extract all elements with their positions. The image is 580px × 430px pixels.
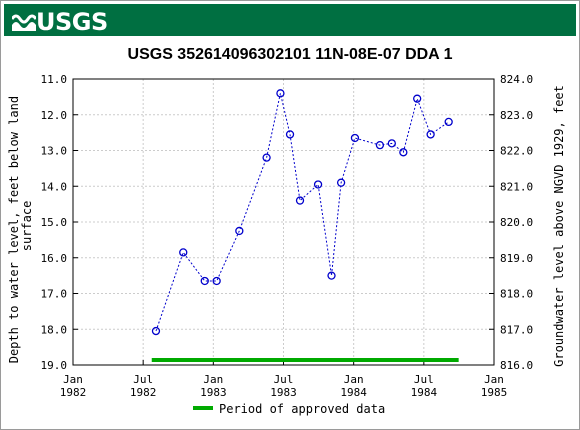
x-tick-label-year: 1984: [411, 386, 438, 399]
data-point: [285, 130, 295, 139]
x-tick-label-month: Jul: [414, 373, 434, 386]
series-line: [155, 93, 449, 332]
legend: Period of approved data: [193, 402, 385, 416]
data-point: [235, 226, 244, 236]
approved-period-bar: [151, 358, 459, 362]
x-tick-label-year: 1982: [60, 386, 87, 399]
left-axis-label-line-1: Depth to water level, feet below land: [7, 96, 21, 363]
x-tick-label-month: Jul: [133, 373, 153, 386]
data-point: [327, 271, 336, 280]
right-axis-label: Groundwater level above NGVD 1929, feet: [552, 85, 566, 367]
x-tick-label-month: Jul: [274, 373, 294, 386]
data-point: [387, 139, 396, 148]
data-point: [262, 153, 271, 162]
left-axis-label: Depth to water level, feet below land su…: [7, 89, 34, 364]
data-point: [444, 117, 453, 127]
usgs-logo-text: USGS: [36, 8, 108, 36]
y-tick-label-left: 18.0: [41, 323, 68, 336]
x-tick-label-month: Jan: [203, 373, 223, 386]
data-point: [350, 133, 360, 143]
y-tick-label-left: 17.0: [41, 288, 68, 301]
data-point: [200, 276, 209, 286]
x-tick-label-year: 1984: [340, 386, 367, 399]
data-point: [313, 180, 323, 189]
y-tick-label-right: 820.0: [500, 216, 533, 229]
y-tick-label-left: 13.0: [41, 145, 68, 158]
x-tick-label-year: 1985: [481, 386, 508, 399]
usgs-banner: USGS: [4, 4, 576, 36]
y-tick-label-left: 14.0: [41, 180, 68, 193]
left-y-axis: 11.0 12.0 13.0 14.0 15.0 16.0 17.0 18.0 19.0: [41, 73, 78, 372]
data-point: [151, 326, 161, 336]
x-tick-label-month: Jan: [344, 373, 364, 386]
y-tick-label-left: 19.0: [41, 359, 68, 372]
usgs-logo-icon: [12, 14, 36, 31]
data-point: [336, 178, 346, 187]
data-point: [413, 94, 422, 103]
x-axis: Jan1982Jul1982Jan1983Jul1983Jan1984Jul19…: [60, 360, 508, 399]
data-point: [179, 248, 188, 257]
x-tick-label-year: 1983: [200, 386, 227, 399]
data-points: [151, 89, 453, 336]
grid-lines: [73, 79, 494, 365]
y-tick-label-right: 823.0: [500, 109, 533, 122]
data-point: [375, 140, 385, 150]
data-point: [276, 89, 285, 98]
x-tick-label-year: 1983: [270, 386, 297, 399]
y-tick-label-right: 816.0: [500, 359, 533, 372]
y-tick-label-right: 817.0: [500, 323, 533, 336]
y-tick-label-left: 16.0: [41, 252, 68, 265]
x-tick-label-month: Jan: [484, 373, 504, 386]
data-point: [212, 276, 221, 286]
data-point: [295, 196, 305, 205]
data-point: [399, 148, 408, 157]
y-tick-label-right: 819.0: [500, 252, 533, 265]
y-tick-label-right: 824.0: [500, 73, 533, 86]
legend-label: Period of approved data: [219, 402, 385, 416]
legend-swatch: [193, 406, 213, 410]
chart-title: USGS 352614096302101 11N-08E-07 DDA 1: [128, 46, 453, 63]
y-tick-label-left: 12.0: [41, 109, 68, 122]
y-tick-label-right: 822.0: [500, 145, 533, 158]
x-tick-label-year: 1982: [130, 386, 157, 399]
right-y-axis: 824.0 823.0 822.0 821.0 820.0 819.0 818.0 817.0…: [489, 73, 533, 372]
y-tick-label-right: 818.0: [500, 288, 533, 301]
x-tick-label-month: Jan: [63, 373, 83, 386]
left-axis-label-line-2: surface: [20, 201, 34, 252]
y-tick-label-right: 821.0: [500, 180, 533, 193]
y-tick-label-left: 15.0: [41, 216, 68, 229]
data-point: [426, 130, 435, 139]
y-tick-label-left: 11.0: [41, 73, 68, 86]
